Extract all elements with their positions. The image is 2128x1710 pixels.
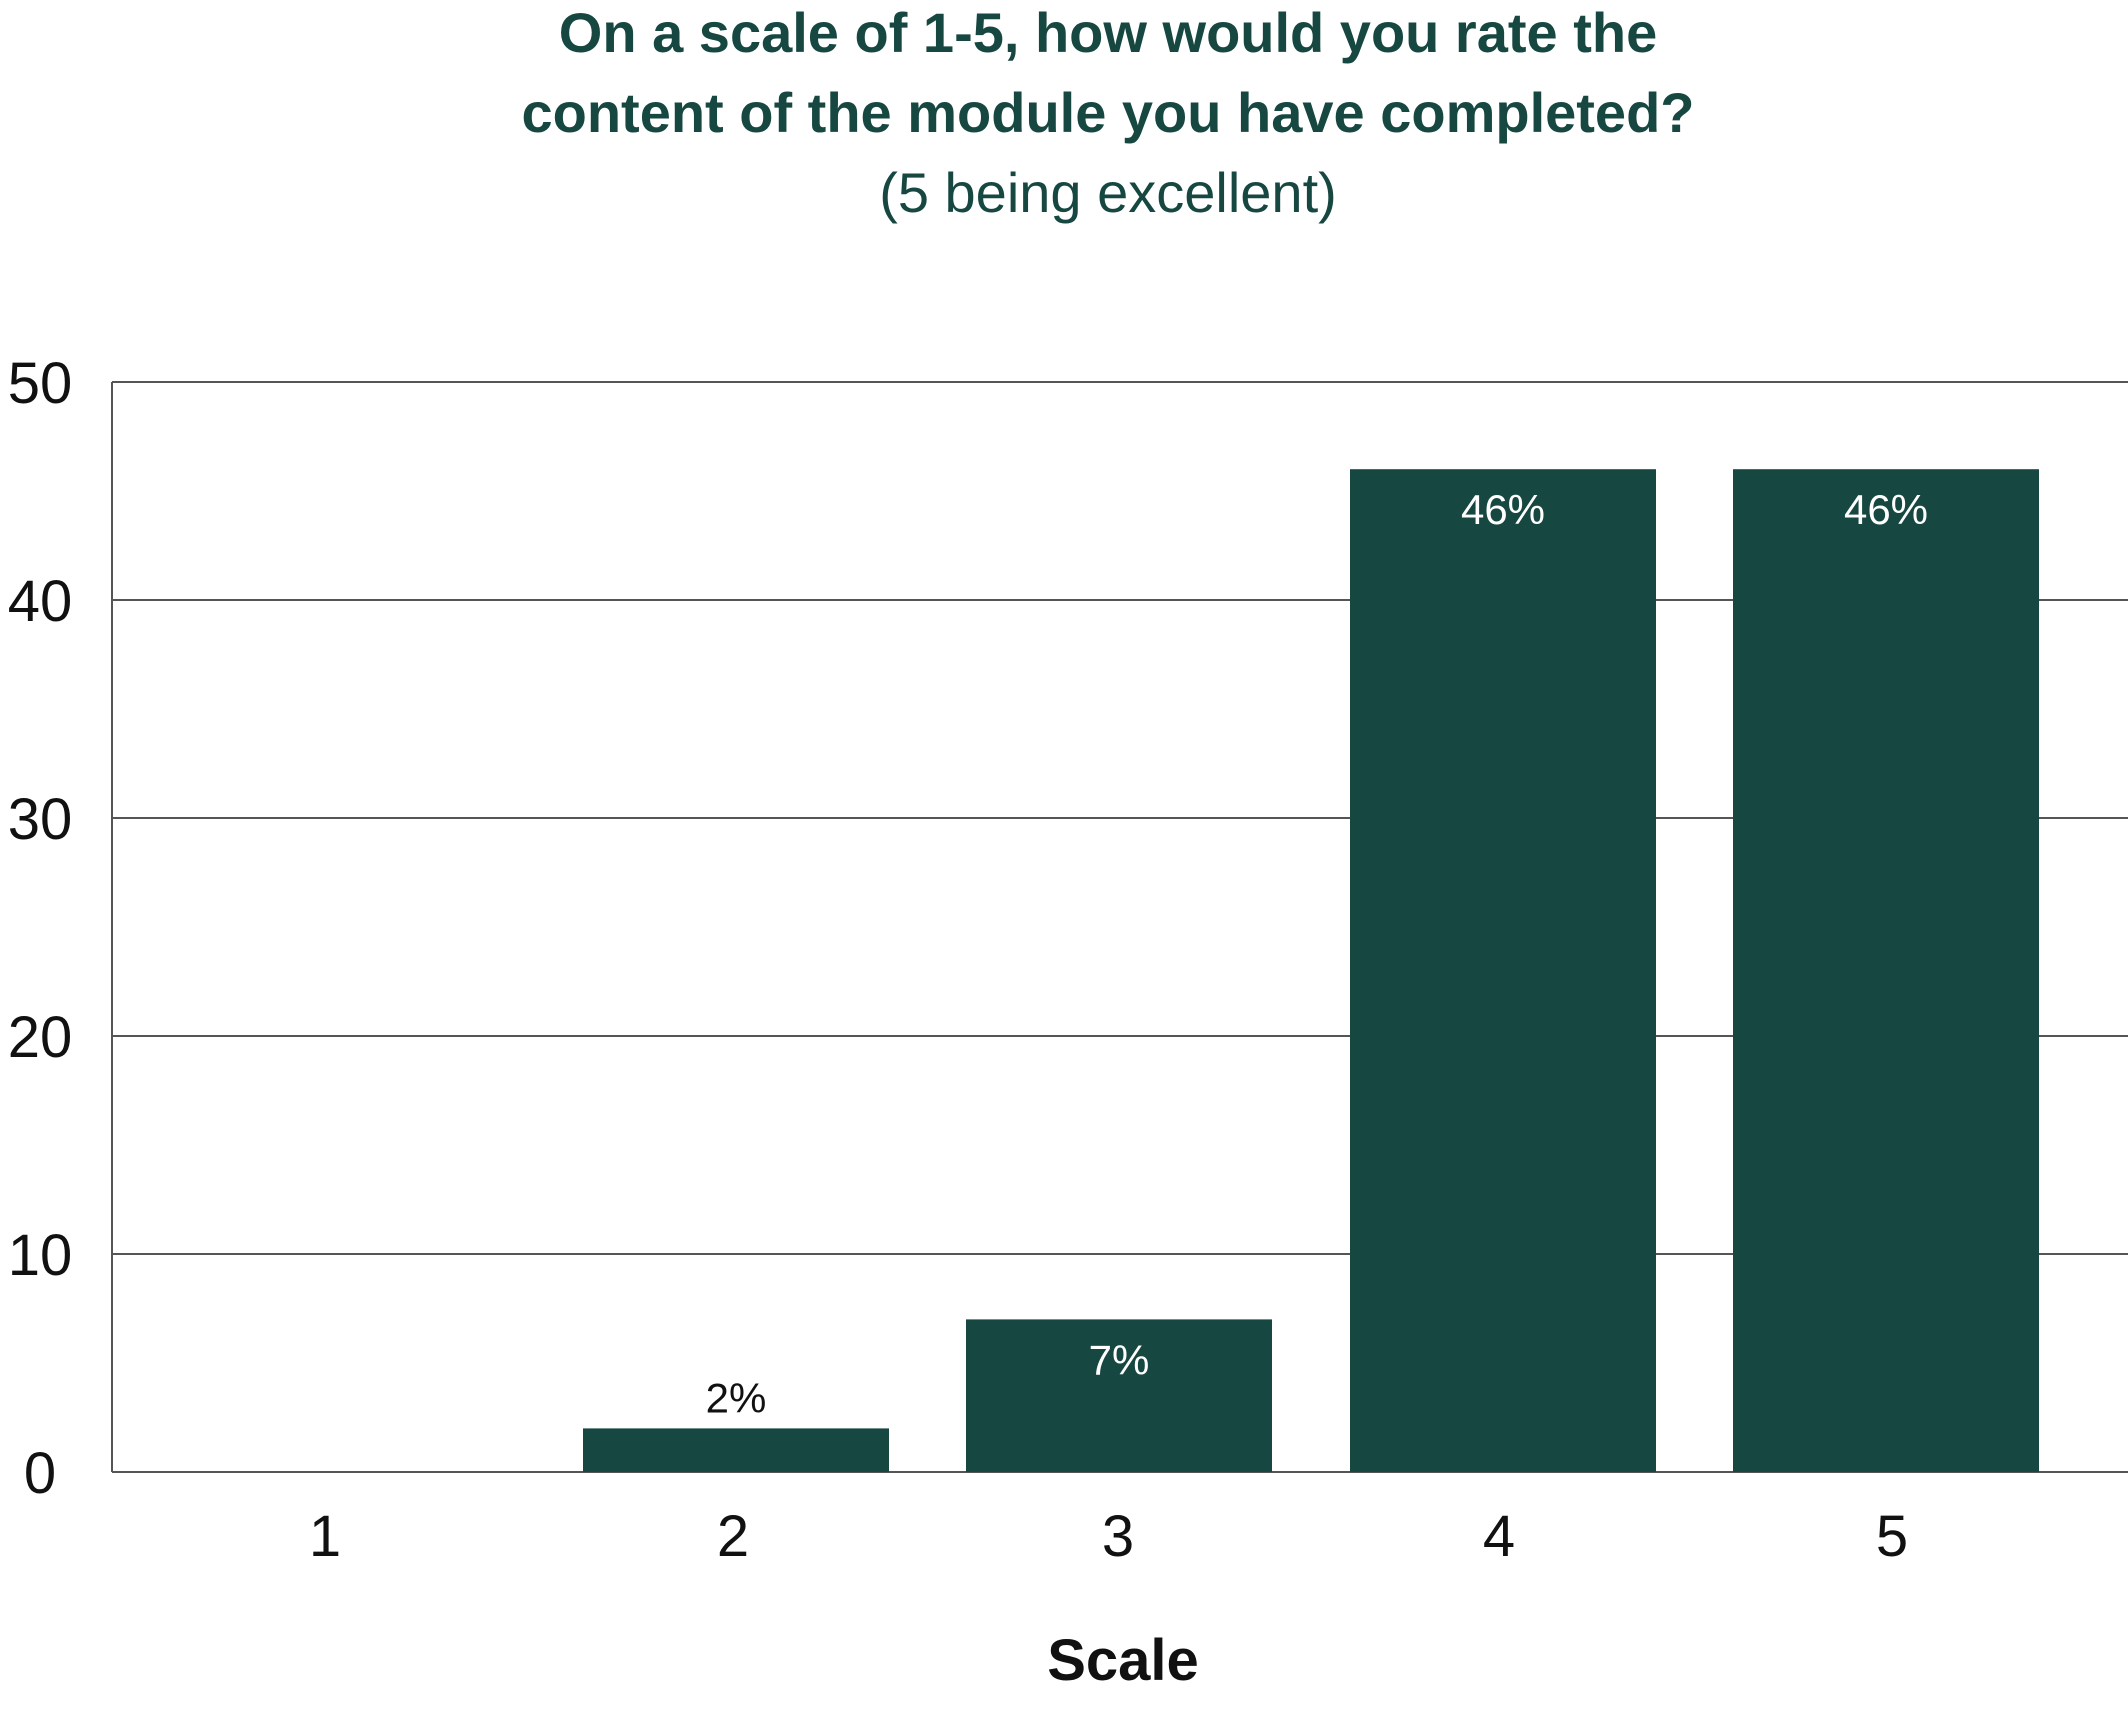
bar-3 [966,1319,1272,1472]
y-tick-label: 50 [8,351,73,416]
x-tick-label: 5 [1876,1504,1908,1569]
y-tick-label: 30 [8,787,73,852]
y-tick-label: 40 [8,569,73,634]
x-tick-label: 3 [1102,1504,1134,1569]
chart-title-group: On a scale of 1-5, how would you rate th… [522,1,1695,224]
chart-title-line-1: On a scale of 1-5, how would you rate th… [559,1,1657,64]
bars [583,469,2039,1472]
chart-subtitle: (5 being excellent) [879,161,1337,224]
y-tick-label: 0 [24,1441,56,1506]
data-label: 46% [1844,486,1928,533]
x-tick-label: 4 [1483,1504,1515,1569]
bar-5 [1733,469,2039,1472]
x-axis-label: Scale [1047,1628,1199,1693]
data-label: 2% [706,1374,767,1421]
data-labels: 2% 7% 46% 46% [706,486,1928,1421]
bar-4 [1350,469,1656,1472]
y-tick-label: 20 [8,1005,73,1070]
x-axis-ticks: 1 2 3 4 5 [309,1504,1908,1569]
x-tick-label: 1 [309,1504,341,1569]
y-axis-ticks: 0 10 20 30 40 50 [8,351,73,1506]
x-tick-label: 2 [717,1504,749,1569]
bar-2 [583,1428,889,1472]
data-label: 46% [1461,486,1545,533]
chart-title-line-2: content of the module you have completed… [522,81,1695,144]
data-label: 7% [1089,1336,1150,1383]
y-tick-label: 10 [8,1223,73,1288]
